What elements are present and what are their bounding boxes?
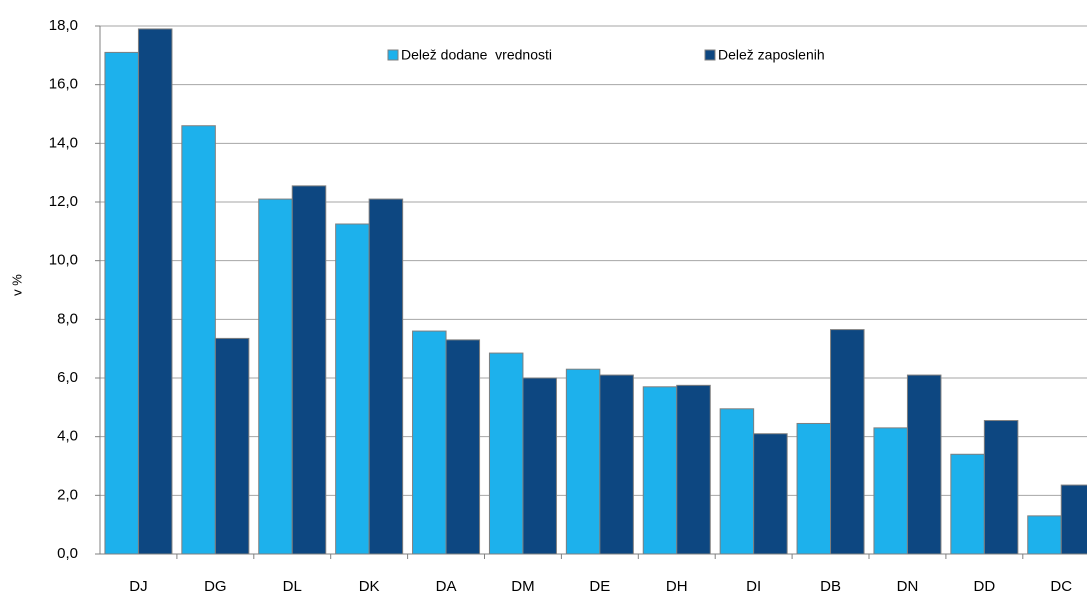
bar bbox=[676, 384, 711, 555]
y-tick-label: 14,0 bbox=[49, 134, 78, 151]
bar bbox=[412, 330, 447, 555]
bar bbox=[181, 125, 216, 555]
x-tick-label: DK bbox=[359, 578, 380, 595]
legend-label: Delež zaposlenih bbox=[718, 47, 825, 63]
bar bbox=[565, 368, 601, 555]
bar bbox=[753, 433, 788, 555]
x-tick-label: DL bbox=[283, 578, 302, 595]
y-tick-label: 18,0 bbox=[49, 17, 78, 34]
y-tick-label: 2,0 bbox=[57, 486, 78, 503]
x-tick-label: DE bbox=[589, 578, 610, 595]
bar bbox=[599, 374, 634, 555]
bar bbox=[1060, 484, 1087, 555]
bar bbox=[488, 352, 524, 555]
x-tick-label: DG bbox=[204, 578, 227, 595]
bar bbox=[642, 386, 678, 555]
bar bbox=[1027, 515, 1062, 555]
y-tick-label: 0,0 bbox=[57, 545, 78, 562]
legend-swatch bbox=[704, 49, 716, 61]
bar bbox=[335, 223, 370, 555]
x-tick-label: DA bbox=[436, 578, 457, 595]
bar bbox=[796, 422, 832, 555]
x-tick-label: DB bbox=[820, 578, 841, 595]
bar bbox=[873, 427, 908, 555]
y-axis-label: v % bbox=[9, 274, 24, 296]
bar bbox=[906, 374, 942, 555]
legend-swatch bbox=[387, 49, 399, 61]
bar bbox=[214, 337, 250, 555]
x-tick-label: DJ bbox=[129, 578, 147, 595]
x-tick-label: DN bbox=[897, 578, 919, 595]
x-tick-label: DH bbox=[666, 578, 688, 595]
x-tick-label: DM bbox=[511, 578, 534, 595]
bar bbox=[104, 51, 139, 555]
bar bbox=[291, 185, 327, 555]
bar bbox=[137, 28, 173, 555]
y-tick-label: 6,0 bbox=[57, 369, 78, 386]
legend-label: Delež dodane vrednosti bbox=[401, 47, 552, 63]
y-tick-label: 12,0 bbox=[49, 193, 78, 210]
bar bbox=[983, 420, 1019, 555]
bar bbox=[445, 339, 481, 555]
x-tick-label: DC bbox=[1050, 578, 1072, 595]
x-tick-label: DI bbox=[746, 578, 761, 595]
bar bbox=[522, 377, 557, 555]
y-tick-label: 8,0 bbox=[57, 310, 78, 327]
bar bbox=[258, 198, 293, 555]
bar bbox=[830, 329, 865, 555]
y-tick-label: 16,0 bbox=[49, 76, 78, 93]
bar bbox=[368, 198, 404, 555]
y-tick-label: 10,0 bbox=[49, 252, 78, 269]
bar bbox=[719, 408, 755, 555]
bar bbox=[950, 453, 985, 555]
y-tick-label: 4,0 bbox=[57, 428, 78, 445]
x-tick-label: DD bbox=[974, 578, 996, 595]
